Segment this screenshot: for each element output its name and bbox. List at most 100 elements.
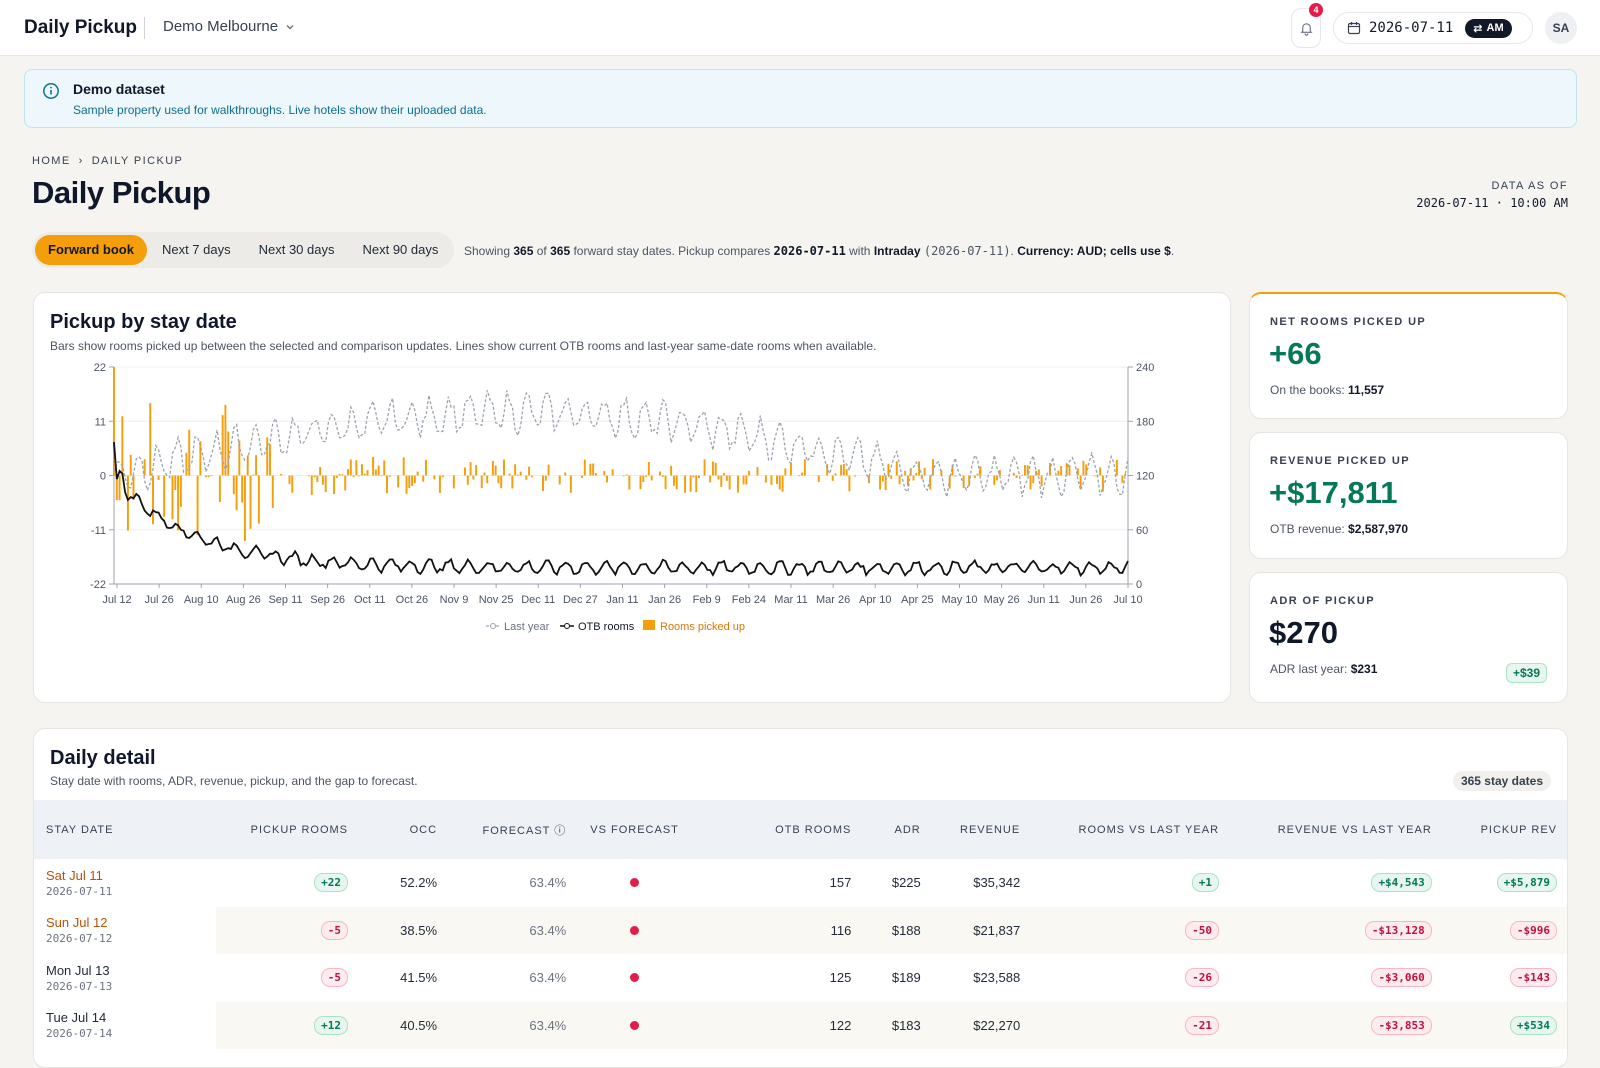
- pickup-bar: [452, 475, 455, 489]
- pickup-bar: [784, 468, 787, 476]
- pickup-bar: [728, 475, 731, 490]
- pickup-rev-badge: +$534: [1509, 1015, 1557, 1035]
- col-revenue-vs-last-year[interactable]: REVENUE VS LAST YEAR: [1277, 823, 1432, 836]
- property-selector[interactable]: Demo Melbourne: [163, 18, 296, 35]
- pickup-bar: [670, 465, 673, 476]
- stay-date-cell: Sat Jul 11 2026-07-11: [34, 859, 216, 907]
- breadcrumb-home[interactable]: HOME: [32, 155, 71, 167]
- pickup-bar: [558, 475, 561, 485]
- table-subtitle: Stay date with rooms, ADR, revenue, pick…: [50, 774, 418, 788]
- revenue-vs-ly-cell: +$4,543: [1231, 859, 1444, 907]
- otb-rooms-line: [113, 441, 1129, 578]
- pickup-bar: [1082, 460, 1085, 476]
- pickup-rev-badge: -$996: [1509, 920, 1557, 940]
- table-header-row: STAY DATE PICKUP ROOMS OCC FORECAST ⓘ VS…: [34, 800, 1567, 859]
- pickup-bar: [349, 459, 352, 476]
- col-pickup-rooms[interactable]: PICKUP ROOMS: [250, 823, 349, 836]
- pickup-bar: [1015, 475, 1018, 478]
- adr-cell: $188: [863, 906, 933, 954]
- pickup-bar: [235, 475, 238, 511]
- col-revenue[interactable]: REVENUE: [960, 823, 1021, 836]
- session-toggle[interactable]: ⇄ AM: [1465, 18, 1512, 38]
- pickup-bar: [269, 444, 271, 476]
- pickup-bar: [441, 475, 444, 478]
- pickup-bar: [1012, 472, 1015, 476]
- pickup-bar: [121, 416, 124, 476]
- table-row[interactable]: Sun Jul 12 2026-07-12 -5 38.5% 63.4% 116 $188 $…: [34, 906, 1567, 955]
- vs-forecast-cell: [578, 906, 691, 954]
- kpi-label: ADR OF PICKUP: [1270, 595, 1375, 607]
- pickup-bar: [360, 464, 363, 476]
- tab-next-90-days[interactable]: Next 90 days: [362, 242, 439, 257]
- forecast-cell: 63.4%: [449, 1001, 579, 1049]
- pickup-bar: [255, 455, 258, 476]
- x-tick-label: Apr 10: [859, 594, 891, 606]
- col-occ[interactable]: OCC: [409, 823, 438, 836]
- legend-pickup-label: Rooms picked up: [660, 621, 745, 633]
- pickup-bar: [179, 475, 182, 507]
- col-pickup-rev[interactable]: PICKUP REV: [1480, 823, 1557, 836]
- col-stay-date[interactable]: STAY DATE: [46, 823, 114, 836]
- pickup-bar: [363, 473, 366, 476]
- pickup-bar: [801, 472, 804, 476]
- col-rooms-vs-last-year[interactable]: ROOMS VS LAST YEAR: [1078, 823, 1220, 836]
- revenue-vs-ly-badge: +$4,543: [1371, 873, 1432, 893]
- pickup-rev-badge: -$143: [1509, 968, 1557, 988]
- table-row[interactable]: Sat Jul 11 2026-07-11 +22 52.2% 63.4% 157 $225…: [34, 859, 1567, 907]
- kpi-adr: ADR OF PICKUP $270 ADR last year: $231 +…: [1249, 572, 1568, 703]
- pickup-bar: [416, 471, 419, 476]
- col-vs-forecast[interactable]: VS FORECAST: [590, 823, 679, 836]
- pickup-bar: [904, 470, 907, 476]
- pickup-bar: [333, 475, 336, 495]
- col-adr[interactable]: ADR: [894, 823, 921, 836]
- vs-forecast-cell: [578, 954, 691, 1002]
- pickup-bar: [514, 464, 517, 476]
- pickup-bar: [915, 472, 918, 476]
- date-picker[interactable]: 2026-07-11 ⇄ AM: [1333, 12, 1533, 44]
- pickup-bar: [433, 475, 436, 480]
- app-title[interactable]: Daily Pickup: [24, 17, 137, 38]
- pickup-bar: [940, 469, 943, 476]
- pickup-bar: [494, 465, 497, 476]
- otb-rooms-cell: 116: [690, 906, 864, 954]
- pickup-bar: [659, 471, 661, 476]
- pickup-bar: [647, 462, 650, 476]
- legend-otb-label: OTB rooms: [578, 621, 635, 633]
- pickup-bar: [252, 474, 255, 476]
- rooms-vs-ly-badge: -21: [1185, 1015, 1220, 1035]
- x-tick-label: Nov 25: [479, 594, 514, 606]
- tab-forward-book[interactable]: Forward book: [35, 235, 147, 265]
- col-forecast[interactable]: FORECAST ⓘ: [482, 824, 567, 837]
- pickup-bar: [388, 475, 391, 477]
- chevron-right-icon: ›: [78, 155, 84, 167]
- tab-next-30-days[interactable]: Next 30 days: [258, 242, 335, 257]
- pickup-bar: [895, 461, 898, 476]
- tab-next-7-days[interactable]: Next 7 days: [161, 242, 231, 257]
- avatar[interactable]: SA: [1545, 12, 1577, 44]
- pickup-bar: [906, 475, 909, 487]
- pickup-bar: [998, 470, 1001, 476]
- last-year-line: [113, 390, 1129, 499]
- info-icon[interactable]: ⓘ: [554, 824, 567, 837]
- pickup-bar: [703, 459, 706, 476]
- col-otb-rooms[interactable]: OTB ROOMS: [775, 823, 852, 836]
- pickup-bar: [720, 475, 723, 487]
- stay-date-cell: Sun Jul 12 2026-07-12: [34, 907, 216, 955]
- table-row[interactable]: Tue Jul 14 2026-07-14 +12 40.5% 63.4% 122 $183…: [34, 1001, 1567, 1049]
- pickup-bar: [854, 475, 856, 477]
- adr-delta-badge: +$39: [1505, 663, 1547, 683]
- pickup-bar: [1023, 465, 1026, 476]
- pickup-bar: [238, 440, 241, 476]
- pickup-bar: [352, 475, 355, 478]
- pickup-bar: [157, 475, 160, 481]
- pickup-bar: [923, 467, 926, 476]
- pickup-rooms-badge: -5: [320, 920, 349, 940]
- pickup-bar: [1057, 470, 1060, 476]
- pickup-bar: [672, 475, 675, 486]
- x-tick-label: Oct 26: [396, 594, 428, 606]
- table-row[interactable]: Mon Jul 13 2026-07-13 -5 41.5% 63.4% 125 $189 $…: [34, 954, 1567, 1002]
- pickup-bar: [611, 469, 614, 476]
- page-title: Daily Pickup: [32, 175, 211, 210]
- range-tabs: Forward book Next 7 days Next 30 days Ne…: [32, 232, 455, 268]
- legend-pickup-swatch: [643, 620, 655, 630]
